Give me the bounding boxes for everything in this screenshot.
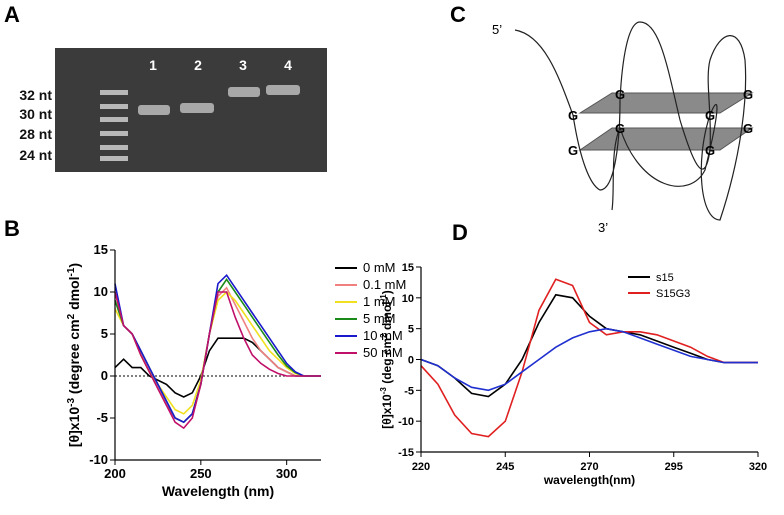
g-label: G xyxy=(705,143,715,158)
data-line xyxy=(420,293,758,398)
panel-label: C xyxy=(450,2,466,27)
legend-label: 1 mM xyxy=(363,294,396,309)
band xyxy=(100,117,128,122)
y-tick-label: 0 xyxy=(101,368,108,383)
label-part: dmol xyxy=(66,276,82,313)
data-line xyxy=(420,327,758,392)
superscript: 2 xyxy=(66,313,77,319)
y-tick-label: 15 xyxy=(94,242,108,257)
band xyxy=(266,85,300,95)
y-tick-label: 10 xyxy=(94,284,108,299)
superscript: -3 xyxy=(379,387,388,395)
legend-label: 0 mM xyxy=(363,260,396,275)
g-label: G xyxy=(615,121,625,136)
x-axis-label: wavelength(nm) xyxy=(543,473,635,487)
x-tick-label: 250 xyxy=(190,466,212,481)
legend-label: 0.1 mM xyxy=(363,277,406,292)
label-part: (degree cm xyxy=(66,319,82,398)
size-label: 30 nt xyxy=(19,106,52,122)
three-prime-label: 3’ xyxy=(598,220,608,235)
g-label: G xyxy=(568,143,578,158)
x-tick-label: 320 xyxy=(749,461,767,473)
y-tick-label: -5 xyxy=(96,410,108,425)
lane-label: 3 xyxy=(239,57,247,73)
x-tick-label: 200 xyxy=(104,466,126,481)
x-tick-label: 245 xyxy=(496,461,514,473)
panel-label: A xyxy=(4,2,20,27)
data-line xyxy=(114,290,321,415)
legend-label: 10 mM xyxy=(363,328,403,343)
y-axis-label: [θ]x10-3 (degree cm2 dmol-1) xyxy=(66,263,82,447)
superscript: -1 xyxy=(379,294,388,302)
size-label: 28 nt xyxy=(19,126,52,142)
x-axis-label: Wavelength (nm) xyxy=(162,483,274,499)
g-quadruplex-diagram: 5’ 3’ G G G G G G G G xyxy=(492,21,754,235)
legend-label: s15 xyxy=(656,272,674,284)
superscript: -3 xyxy=(66,398,77,407)
five-prime-label: 5’ xyxy=(492,22,502,37)
label-part: ) xyxy=(66,263,82,268)
superscript: -1 xyxy=(66,267,77,276)
x-tick-label: 270 xyxy=(580,461,598,473)
g-quartet-plane xyxy=(578,127,754,151)
size-label: 24 nt xyxy=(19,147,52,163)
x-tick-label: 295 xyxy=(665,461,683,473)
superscript: 2 xyxy=(379,333,388,338)
data-line xyxy=(114,286,321,424)
gel: 1 2 3 4 32 nt 30 nt 28 nt 24 nt xyxy=(19,48,327,172)
y-tick-label: -5 xyxy=(404,385,414,397)
g-label: G xyxy=(568,108,578,123)
y-tick-label: 5 xyxy=(408,324,414,336)
band xyxy=(138,105,170,115)
data-line xyxy=(114,291,321,430)
band xyxy=(228,87,260,97)
legend-label: S15G3 xyxy=(656,288,690,300)
lane-label: 1 xyxy=(149,57,157,73)
label-part: dmol xyxy=(380,301,394,333)
y-tick-label: -15 xyxy=(398,447,414,459)
strand xyxy=(514,21,747,221)
lane-label: 2 xyxy=(194,57,202,73)
label-part: [θ]x10 xyxy=(380,394,394,429)
lane-label: 4 xyxy=(284,57,292,73)
panel-label: D xyxy=(452,220,468,245)
y-tick-label: 0 xyxy=(408,355,414,367)
g-label: G xyxy=(705,108,715,123)
label-part: [θ]x10 xyxy=(66,407,82,447)
size-label: 32 nt xyxy=(19,87,52,103)
y-tick-label: 15 xyxy=(402,262,414,274)
g-label: G xyxy=(743,121,753,136)
x-tick-label: 300 xyxy=(276,466,298,481)
data-line xyxy=(420,278,758,438)
panel-label: B xyxy=(4,216,20,241)
g-label: G xyxy=(743,87,753,102)
x-tick-label: 220 xyxy=(412,461,430,473)
legend-label: 50 mM xyxy=(363,345,403,360)
ladder xyxy=(100,90,128,161)
band xyxy=(100,90,128,95)
g-label: G xyxy=(615,87,625,102)
legend-label: 5 mM xyxy=(363,311,396,326)
band xyxy=(100,131,128,136)
y-tick-label: 5 xyxy=(101,326,108,341)
y-tick-label: 10 xyxy=(402,293,414,305)
band xyxy=(100,145,128,150)
y-tick-label: -10 xyxy=(398,416,414,428)
band xyxy=(180,103,214,113)
label-part: ) xyxy=(380,290,394,294)
band xyxy=(100,156,128,161)
sample-bands xyxy=(138,85,300,115)
data-line xyxy=(114,273,321,424)
y-axis-label: [θ]x10-3 (deg cm2 dmol-1) xyxy=(379,290,394,429)
label-part: (deg cm xyxy=(380,338,394,387)
g-quartet-plane xyxy=(578,92,754,114)
band xyxy=(100,104,128,109)
y-tick-label: -10 xyxy=(89,452,108,467)
